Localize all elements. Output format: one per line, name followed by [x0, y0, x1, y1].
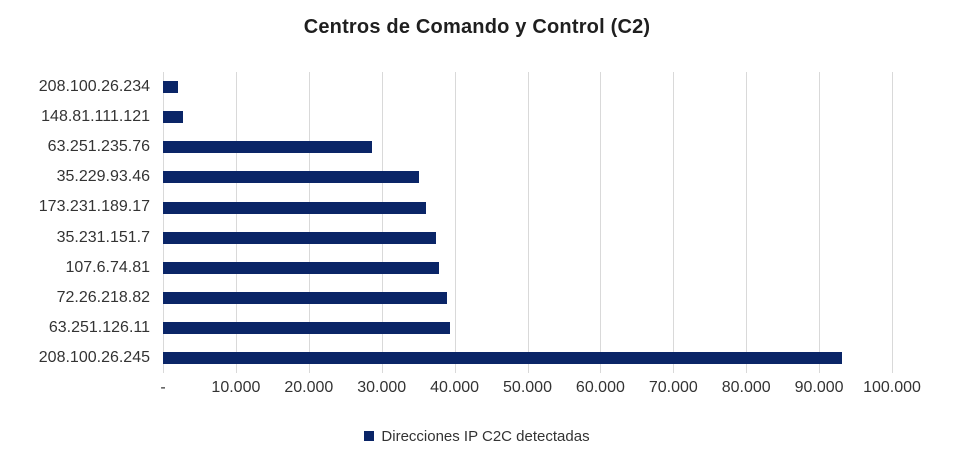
y-axis-labels: 208.100.26.234 148.81.111.121 63.251.235.7…	[0, 72, 150, 373]
bar	[163, 171, 419, 184]
bar	[163, 261, 440, 274]
bar	[163, 321, 451, 334]
gridline	[381, 72, 383, 373]
y-axis-label: 63.251.235.76	[47, 138, 150, 156]
x-axis-label: 10.000	[211, 379, 261, 396]
y-axis-label: 107.6.74.81	[65, 258, 150, 276]
y-axis-label: 63.251.126.11	[48, 318, 150, 336]
x-axis-label: 100.000	[863, 379, 921, 396]
x-axis-label: 80.000	[721, 379, 771, 396]
legend: Direcciones IP C2C detectadas	[0, 424, 954, 448]
x-axis-label: 90.000	[794, 379, 844, 396]
gridline	[600, 72, 602, 373]
y-axis-label: 208.100.26.234	[38, 78, 150, 96]
gridline	[819, 72, 821, 373]
x-axis-label: 50.000	[503, 379, 552, 396]
gridline	[235, 72, 237, 373]
x-axis-labels: - 10.000 20.000 30.000 40.000 50.000 60.000 70.…	[160, 379, 921, 399]
bar	[163, 201, 427, 214]
bar	[163, 291, 447, 304]
x-axis-label: 20.000	[284, 379, 334, 396]
y-axis-label: 173.231.189.17	[38, 198, 150, 216]
chart-title: Centros de Comando y Control (C2)	[303, 16, 651, 38]
x-axis-label: 40.000	[430, 379, 480, 396]
gridline	[673, 72, 675, 373]
bar	[163, 352, 843, 364]
gridline	[892, 72, 893, 373]
y-axis-label: 208.100.26.245	[38, 348, 150, 366]
bar	[163, 81, 178, 94]
x-axis-label: 60.000	[575, 379, 625, 396]
gridline	[454, 72, 456, 373]
gridline	[163, 72, 164, 373]
plot-area	[163, 72, 893, 373]
legend-label: Direcciones IP C2C detectadas	[381, 427, 590, 445]
y-axis-label: 35.229.93.46	[56, 168, 150, 186]
x-axis-label: 30.000	[357, 379, 407, 396]
y-axis-label: 148.81.111.121	[41, 108, 150, 126]
x-axis-label: 70.000	[648, 379, 698, 396]
y-axis-label: 72.26.218.82	[56, 288, 150, 306]
gridline	[527, 72, 529, 373]
y-axis-label: 35.231.151.7	[56, 228, 150, 246]
bar	[163, 141, 373, 154]
bar	[163, 231, 436, 244]
gridline	[308, 72, 310, 373]
x-axis-label: -	[160, 379, 166, 396]
gridline	[746, 72, 748, 373]
bar	[163, 111, 184, 124]
legend-marker-icon	[364, 431, 375, 441]
